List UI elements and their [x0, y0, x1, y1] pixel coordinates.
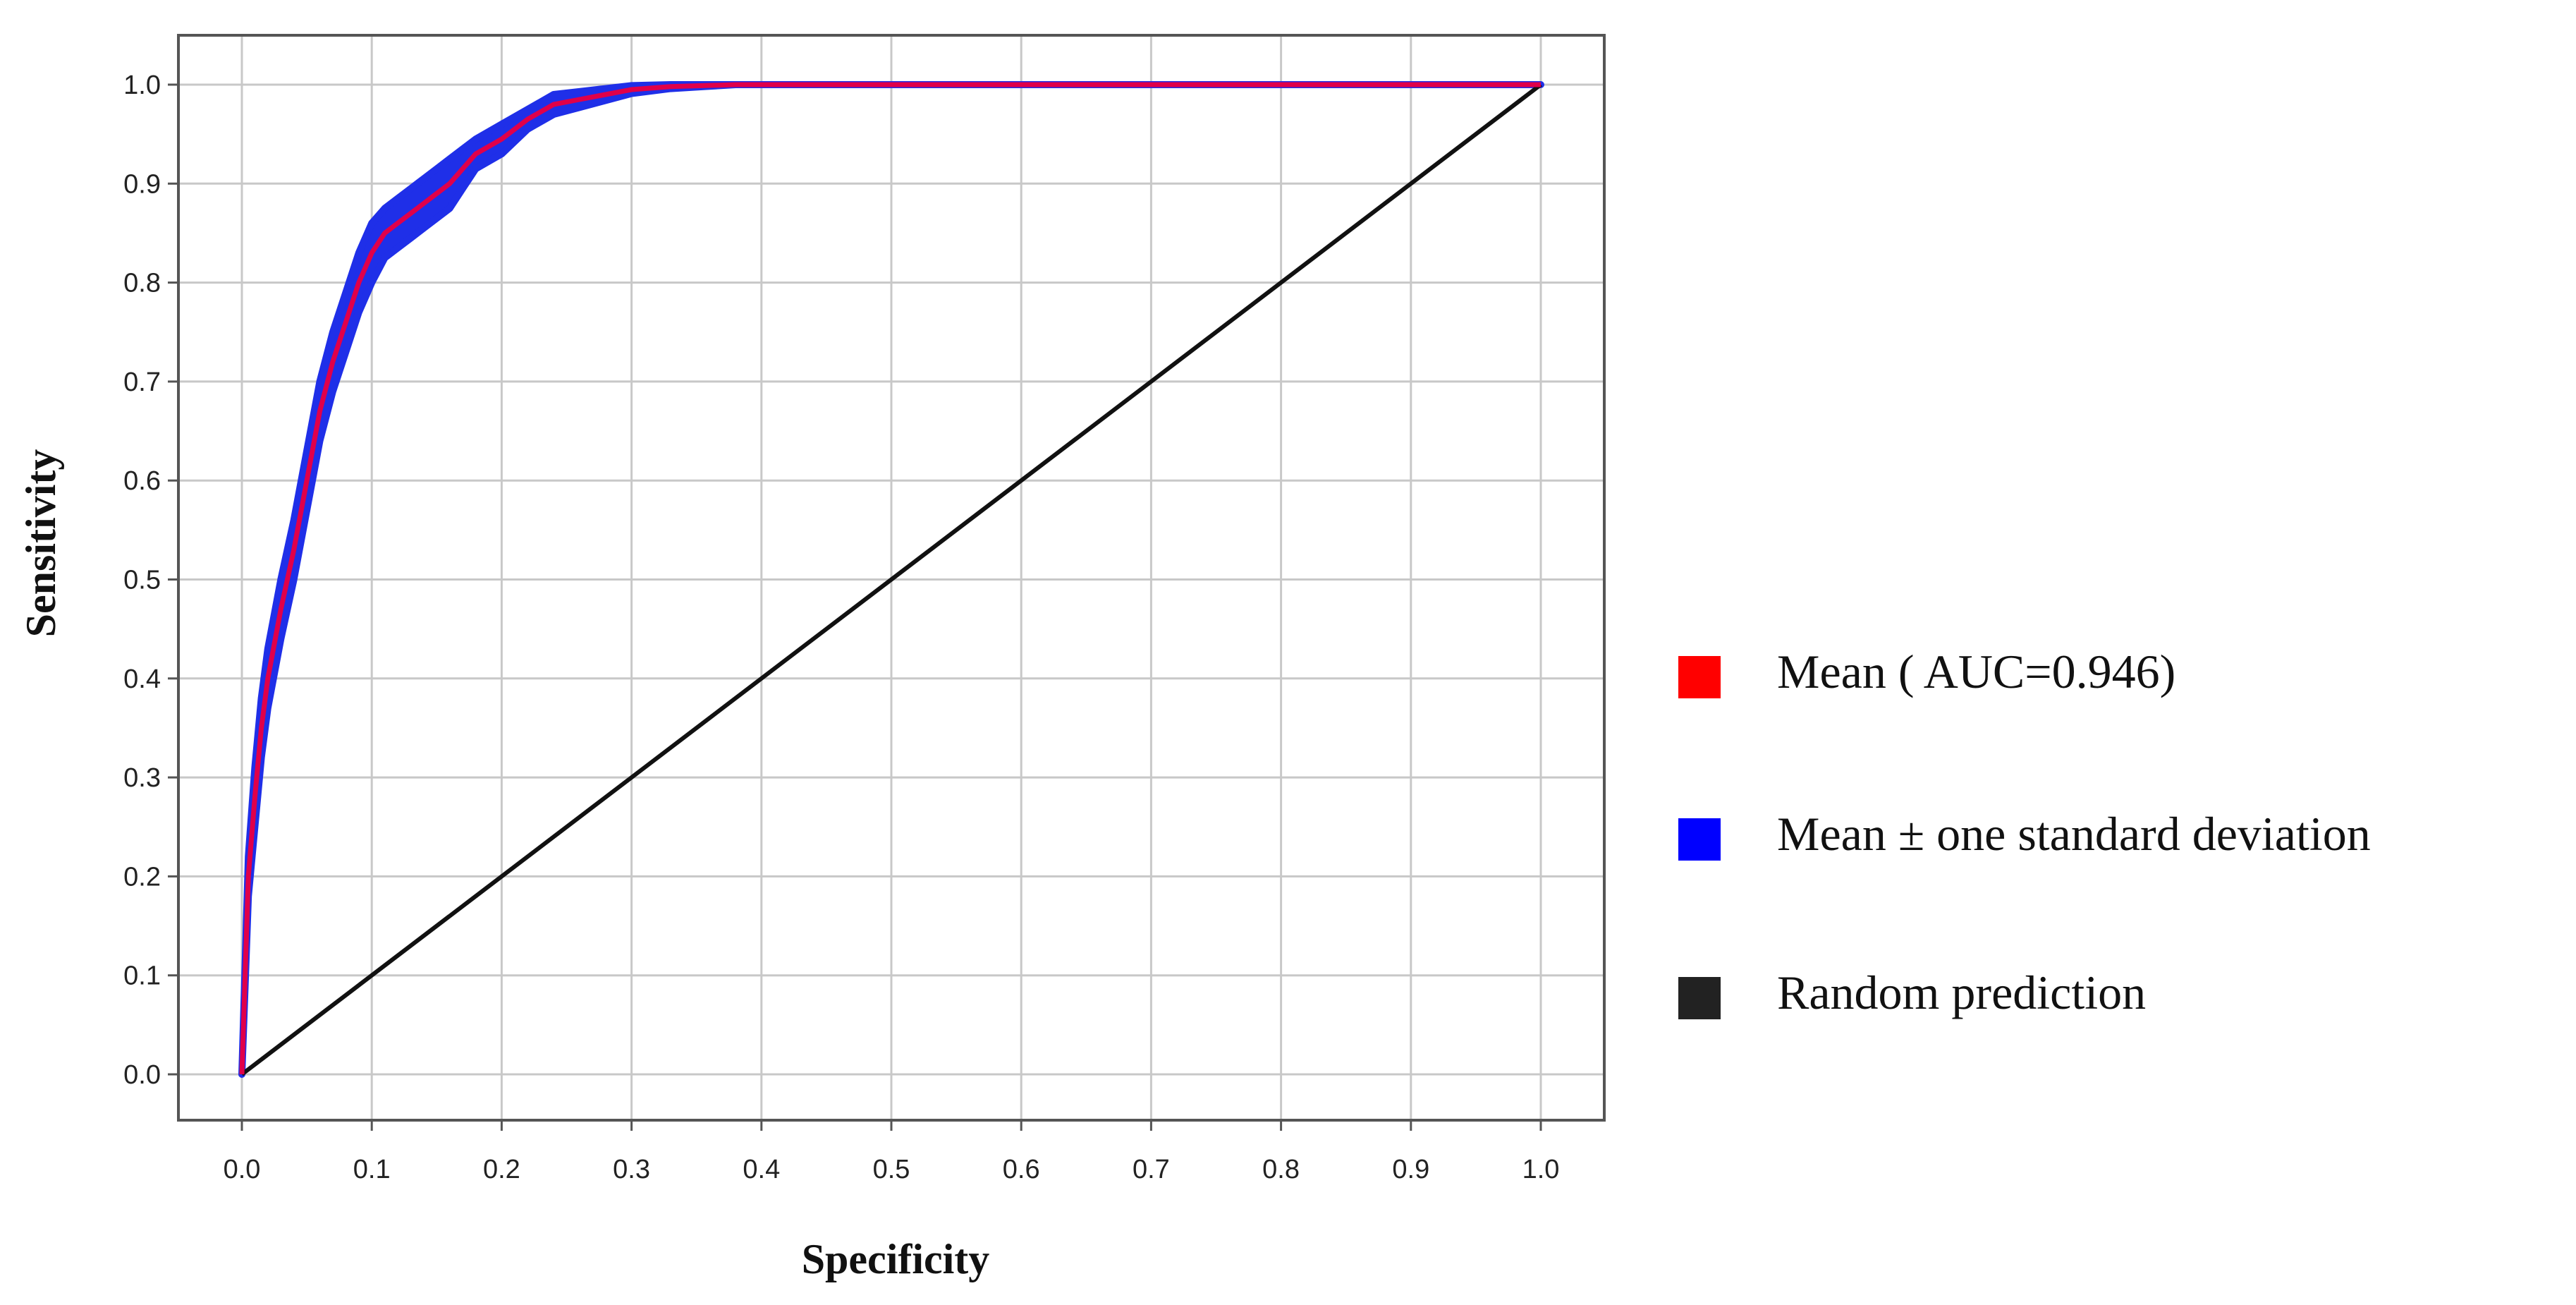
x-tick-label: 0.8: [1262, 1155, 1300, 1184]
y-axis-title: Sensitivity: [18, 449, 64, 638]
x-axis-title: Specificity: [802, 1236, 990, 1282]
axis-ticks: 0.0 0.1 0.2 0.3 0.4 0.5 0.6 0.7 0.8 0.9 1.0 0.0 0.1 0…: [123, 71, 1559, 1184]
legend-label-std: Mean ± one standard deviation: [1777, 807, 2371, 861]
x-tick-label: 0.3: [613, 1155, 650, 1184]
y-tick-label: 0.7: [123, 368, 161, 397]
y-tick-label: 0.5: [123, 566, 161, 595]
y-tick-label: 0.1: [123, 961, 161, 991]
legend-swatch-random: [1678, 977, 1721, 1019]
x-tick-label: 0.1: [353, 1155, 391, 1184]
y-tick-label: 0.0: [123, 1060, 161, 1090]
x-tick-label: 0.6: [1003, 1155, 1040, 1184]
x-tick-label: 0.7: [1133, 1155, 1170, 1184]
legend-swatch-mean: [1678, 656, 1721, 698]
y-tick-label: 0.4: [123, 664, 161, 694]
y-tick-label: 0.6: [123, 466, 161, 496]
x-tick-label: 0.5: [873, 1155, 910, 1184]
random-prediction-line: [240, 83, 1542, 1076]
y-tick-label: 0.9: [123, 169, 161, 199]
legend: Mean ( AUC=0.946) Mean ± one standard de…: [1678, 645, 2371, 1019]
series-layer: [238, 81, 1544, 1078]
x-tick-label: 0.0: [224, 1155, 261, 1184]
legend-label-random: Random prediction: [1777, 966, 2146, 1019]
legend-swatch-std: [1678, 818, 1721, 861]
mean-roc-line: [239, 82, 1541, 1075]
x-tick-label: 1.0: [1522, 1155, 1560, 1184]
y-tick-label: 1.0: [123, 71, 161, 100]
y-tick-label: 0.3: [123, 763, 161, 793]
x-tick-label: 0.9: [1392, 1155, 1429, 1184]
x-tick-label: 0.2: [483, 1155, 520, 1184]
y-tick-label: 0.2: [123, 862, 161, 892]
y-tick-label: 0.8: [123, 269, 161, 298]
legend-label-mean: Mean ( AUC=0.946): [1777, 645, 2175, 698]
x-tick-label: 0.4: [743, 1155, 780, 1184]
